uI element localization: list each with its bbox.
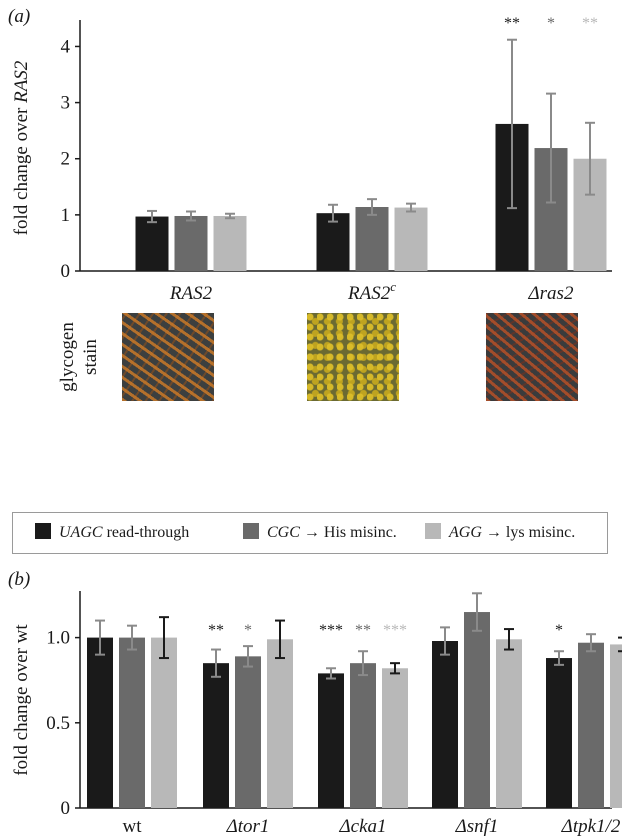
legend: UAGC read-through CGC → His misinc. AGG … [12, 512, 608, 554]
y-axis-label: fold change over wt [11, 624, 32, 776]
significance-mark: ** [504, 15, 520, 32]
y-axis-label: fold change over RAS2 [11, 60, 32, 235]
y-tick-label: 3 [61, 93, 71, 114]
legend-label-italic: UAGC [59, 524, 103, 541]
bar [464, 612, 490, 808]
y-tick-label: 0 [61, 261, 71, 282]
legend-item-uagc: UAGC read-through [35, 523, 189, 542]
bar [350, 663, 376, 808]
bar [235, 656, 261, 808]
y-tick-label: 4 [61, 36, 71, 57]
legend-swatch-agg [425, 523, 441, 539]
significance-mark: * [555, 622, 563, 639]
y-tick-label: 0 [61, 798, 71, 819]
significance-mark: *** [319, 622, 343, 639]
bar [432, 641, 458, 808]
legend-swatch-cgc [243, 523, 259, 539]
panel-label-a: (a) [8, 6, 30, 27]
x-tick-label-main: RAS2 [347, 283, 391, 304]
bar [267, 639, 293, 808]
x-tick-label: Δras2 [528, 283, 574, 304]
bar [316, 213, 350, 271]
bar [610, 644, 622, 808]
legend-label-text: → His misinc. [299, 524, 397, 541]
y-tick-label: 1 [61, 205, 71, 226]
x-tick-label: Δsnf1 [455, 816, 499, 837]
glycogen-image-ras2 [122, 313, 214, 401]
significance-mark: ** [208, 622, 224, 639]
panel-label-b: (b) [8, 569, 30, 590]
glycogen-image-ras2c [307, 313, 399, 401]
image-row-label: stain [80, 339, 101, 375]
bar [87, 637, 113, 808]
bar [151, 637, 177, 808]
x-tick-label-superscript: c [390, 279, 396, 294]
legend-label-text: → lys misinc. [481, 524, 576, 541]
bar [135, 216, 169, 271]
y-tick-label: 1.0 [46, 628, 70, 649]
bar [578, 642, 604, 808]
y-axis-label-text: fold change over [11, 103, 32, 235]
x-tick-label: wt [123, 816, 143, 837]
legend-item-cgc: CGC → His misinc. [243, 523, 397, 542]
bar [119, 637, 145, 808]
significance-mark: * [244, 622, 252, 639]
y-tick-label: 0.5 [46, 713, 70, 734]
bar [355, 207, 389, 271]
glycogen-image-delta-ras2 [486, 313, 578, 401]
legend-swatch-uagc [35, 523, 51, 539]
x-tick-label: Δtor1 [226, 816, 270, 837]
legend-label-italic: CGC [267, 524, 300, 541]
x-tick-label-main: Δras2 [528, 283, 574, 304]
y-tick-label: 2 [61, 149, 71, 170]
bar [394, 207, 428, 271]
legend-label-italic: AGG [449, 524, 482, 541]
panel-b: 00.51.0 ** * *** ** *** *(b)fold change over w… [8, 569, 622, 837]
y-axis-label-gene: RAS2 [11, 60, 32, 104]
x-tick-label: Δcka1 [338, 816, 386, 837]
bar [213, 215, 247, 271]
x-tick-label: RAS2 [169, 283, 213, 304]
bar [382, 668, 408, 808]
image-row-label: glycogen [57, 322, 78, 392]
significance-mark: ** [582, 15, 598, 32]
legend-label-text: read-through [102, 524, 190, 541]
bar [174, 215, 208, 271]
legend-item-agg: AGG → lys misinc. [425, 523, 575, 542]
significance-mark: * [547, 15, 555, 32]
significance-mark: *** [383, 622, 407, 639]
bar [496, 639, 522, 808]
x-tick-label: RAS2c [347, 279, 396, 304]
bar [203, 663, 229, 808]
x-tick-label-main: RAS2 [169, 283, 213, 304]
x-tick-label: Δtpk1/2 [561, 816, 621, 837]
bar [318, 673, 344, 808]
significance-mark: ** [355, 622, 371, 639]
bar [546, 658, 572, 808]
